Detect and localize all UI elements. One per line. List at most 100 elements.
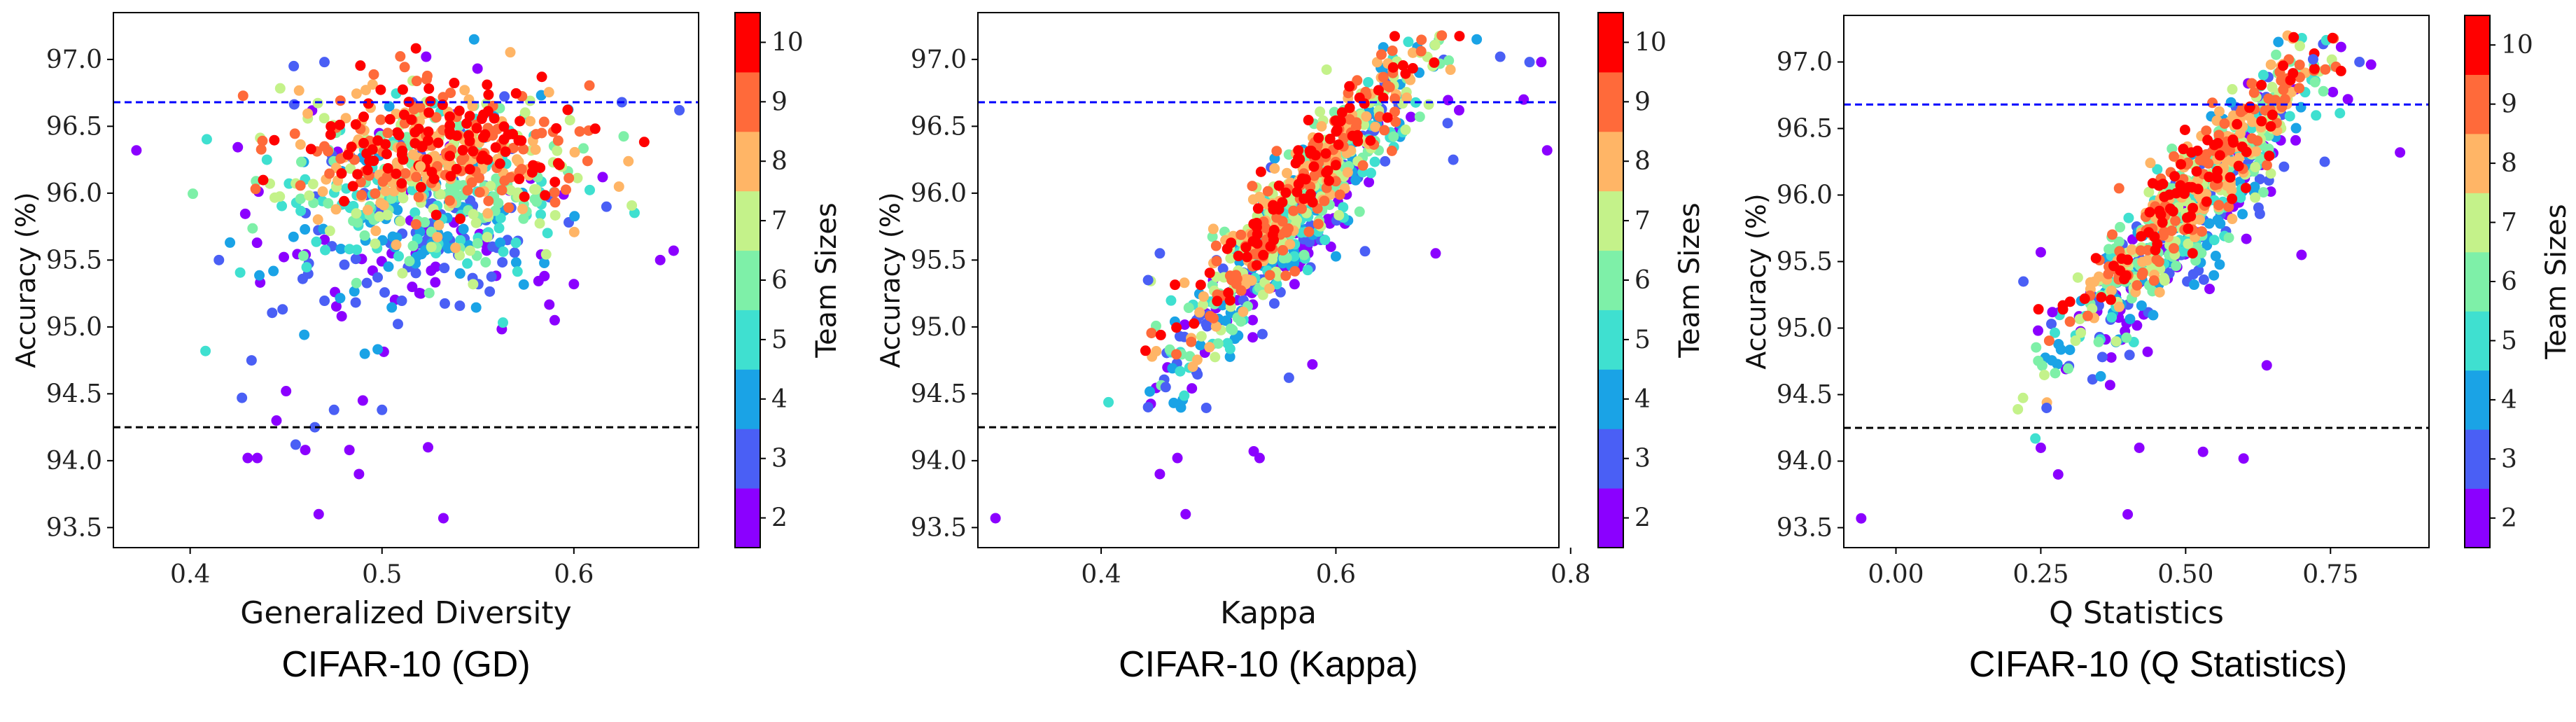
data-point <box>445 171 456 182</box>
data-point <box>550 176 561 188</box>
data-point <box>237 392 248 403</box>
data-point <box>1267 230 1278 241</box>
data-point <box>1247 314 1259 326</box>
data-point <box>568 279 580 290</box>
data-point <box>361 277 372 289</box>
data-point <box>424 107 435 118</box>
data-point <box>2123 212 2134 223</box>
data-point <box>510 88 522 99</box>
x-tick-label: 0.4 <box>170 560 210 589</box>
colorbar-tick-label: 2 <box>2501 504 2517 533</box>
data-point <box>2249 181 2260 193</box>
data-point <box>454 213 465 224</box>
colorbar-tick-label: 3 <box>2501 445 2517 473</box>
chart-panel-1: 93.5 94.0 94.5 95.0 95.5 96.0 96.5 97.0 0.4 0.5 0.… <box>10 12 843 685</box>
colorbar-tick-label: 6 <box>771 266 788 295</box>
data-point <box>1207 231 1218 242</box>
data-point <box>2093 336 2104 347</box>
data-point <box>300 445 311 456</box>
data-point <box>554 159 565 170</box>
data-point <box>490 142 501 153</box>
data-point <box>2258 69 2269 81</box>
data-point <box>2232 118 2243 130</box>
data-point <box>297 273 308 284</box>
data-point <box>2201 125 2212 137</box>
data-point <box>510 237 522 249</box>
data-point <box>2142 255 2153 266</box>
data-point <box>317 186 328 197</box>
data-point <box>1536 57 1547 68</box>
data-point <box>2031 342 2042 353</box>
data-point <box>552 145 563 156</box>
colorbar-segment <box>1598 13 1623 73</box>
data-point <box>540 249 552 260</box>
data-point <box>474 187 485 198</box>
data-point <box>1400 68 1411 79</box>
colorbar-segment <box>735 71 760 132</box>
data-point <box>1168 397 1180 408</box>
data-point <box>312 214 323 225</box>
data-point <box>569 146 580 158</box>
data-point <box>1280 270 1292 282</box>
data-point <box>1378 92 1389 104</box>
data-point <box>2276 102 2288 113</box>
data-point <box>1296 203 1307 214</box>
colorbar-tick-label: 7 <box>1634 207 1651 235</box>
data-point <box>1524 57 1535 68</box>
data-point <box>1170 279 1181 291</box>
data-point <box>1278 253 1289 264</box>
data-point <box>2194 155 2206 166</box>
data-point <box>239 208 251 219</box>
data-point <box>1227 324 1238 335</box>
data-point <box>2256 116 2267 127</box>
data-point <box>465 195 476 206</box>
data-point <box>1415 46 1427 57</box>
data-point <box>539 257 550 268</box>
data-point <box>380 186 391 197</box>
data-point <box>372 344 384 355</box>
colorbar-tick-label: 4 <box>2501 386 2517 415</box>
data-point <box>361 148 372 159</box>
data-point <box>2197 446 2208 457</box>
data-point <box>2148 310 2159 321</box>
panel-caption: CIFAR-10 (Kappa) <box>1119 644 1418 685</box>
data-point <box>1140 345 1151 356</box>
data-point <box>382 127 393 139</box>
data-point <box>1269 163 1280 174</box>
data-point <box>1224 343 1236 354</box>
data-point <box>468 146 479 157</box>
data-point <box>2208 270 2220 281</box>
data-point <box>375 114 386 125</box>
data-point <box>1273 180 1284 191</box>
data-point <box>1278 244 1289 256</box>
data-point <box>2096 352 2108 363</box>
colorbar-segment <box>735 250 760 310</box>
data-point <box>1171 349 1182 360</box>
data-point <box>313 508 324 520</box>
data-point <box>495 237 506 249</box>
data-point <box>574 126 585 137</box>
data-point <box>2157 217 2168 228</box>
data-point <box>391 239 402 251</box>
colorbar-segment <box>2465 15 2490 75</box>
data-point <box>269 134 280 146</box>
data-point <box>355 176 366 188</box>
data-point <box>2154 286 2165 298</box>
data-point <box>486 271 497 282</box>
data-point <box>1388 131 1399 142</box>
data-point <box>503 129 514 140</box>
data-point <box>411 76 422 87</box>
data-point <box>1344 81 1355 92</box>
data-point <box>2328 86 2339 97</box>
data-point <box>358 111 370 123</box>
data-point <box>462 258 473 269</box>
colorbar-segment <box>2465 311 2490 371</box>
data-point <box>1390 116 1401 127</box>
data-point <box>347 181 358 192</box>
data-point <box>1302 265 1313 276</box>
data-point <box>336 311 347 322</box>
data-point <box>1289 279 1300 290</box>
data-point <box>410 207 421 218</box>
data-point <box>569 211 580 222</box>
data-point <box>2144 207 2155 218</box>
